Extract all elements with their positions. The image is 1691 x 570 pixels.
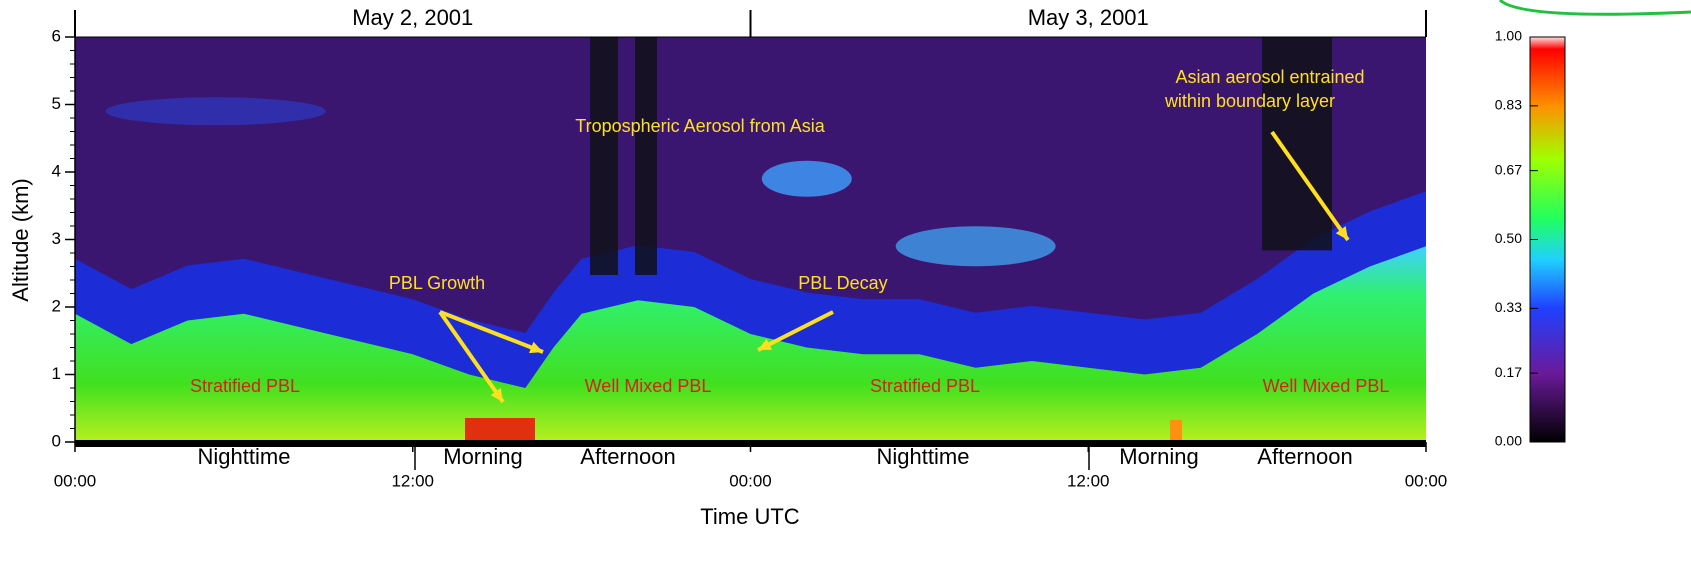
boundary-layer — [75, 246, 1426, 442]
annotation: Well Mixed PBL — [1263, 376, 1390, 396]
aerosol-layer — [105, 97, 326, 126]
hot-spot — [1170, 420, 1182, 442]
period-label: Morning — [443, 444, 522, 469]
annotation: Stratified PBL — [870, 376, 980, 396]
aerosol-layer — [761, 160, 852, 197]
y-tick-label: 0 — [52, 431, 61, 450]
hot-spot — [465, 418, 535, 442]
period-label: Afternoon — [580, 444, 675, 469]
period-label: Afternoon — [1257, 444, 1352, 469]
arrow — [757, 310, 834, 352]
annotation: PBL Growth — [389, 273, 485, 293]
arrow — [438, 310, 505, 404]
arrow — [439, 310, 544, 354]
x-tick-label: 00:00 — [54, 471, 97, 490]
arrow-head — [490, 388, 503, 402]
colorbar-tick-label: 1.00 — [1495, 28, 1522, 44]
y-tick-label: 4 — [52, 161, 61, 180]
y-tick-label: 5 — [52, 94, 61, 113]
annotation: Tropospheric Aerosol from Asia — [575, 116, 825, 136]
period-label: Morning — [1119, 444, 1198, 469]
colorbar-tick-label: 0.33 — [1495, 299, 1522, 315]
y-tick-label: 2 — [52, 296, 61, 315]
dark-column — [590, 37, 618, 275]
colorbar-tick-label: 0.83 — [1495, 97, 1522, 113]
y-tick-label: 1 — [52, 364, 61, 383]
dark-column — [635, 37, 657, 275]
y-tick-label: 3 — [52, 229, 61, 248]
colorbar-tick-label: 0.00 — [1495, 433, 1522, 449]
colorbar-tick-label: 0.17 — [1495, 364, 1522, 380]
y-axis-label: Altitude (km) — [8, 178, 33, 301]
x-tick-label: 12:00 — [391, 471, 434, 490]
colorbar-tick-label: 0.50 — [1495, 230, 1522, 246]
y-tick-label: 6 — [52, 26, 61, 45]
arrow-head — [1335, 226, 1348, 240]
x-tick-label: 00:00 — [1405, 471, 1448, 490]
annotation: within boundary layer — [1164, 91, 1335, 111]
annotation: Asian aerosol entrained — [1175, 67, 1364, 87]
colorbar-tick-label: 0.67 — [1495, 161, 1522, 177]
dark-column — [1262, 37, 1332, 251]
arrow — [1270, 130, 1350, 242]
x-axis-label: Time UTC — [700, 504, 800, 529]
aerosol-layer — [895, 226, 1056, 267]
date-label: May 2, 2001 — [352, 5, 473, 30]
arrow-head — [529, 341, 543, 354]
corner-decoration — [1498, 0, 1691, 16]
x-tick-label: 12:00 — [1067, 471, 1110, 490]
annotation: Stratified PBL — [190, 376, 300, 396]
annotation: PBL Decay — [798, 273, 887, 293]
annotation: Well Mixed PBL — [585, 376, 712, 396]
period-label: Nighttime — [198, 444, 291, 469]
x-tick-label: 00:00 — [729, 471, 772, 490]
date-label: May 3, 2001 — [1028, 5, 1149, 30]
arrow-head — [758, 338, 772, 350]
period-label: Nighttime — [877, 444, 970, 469]
